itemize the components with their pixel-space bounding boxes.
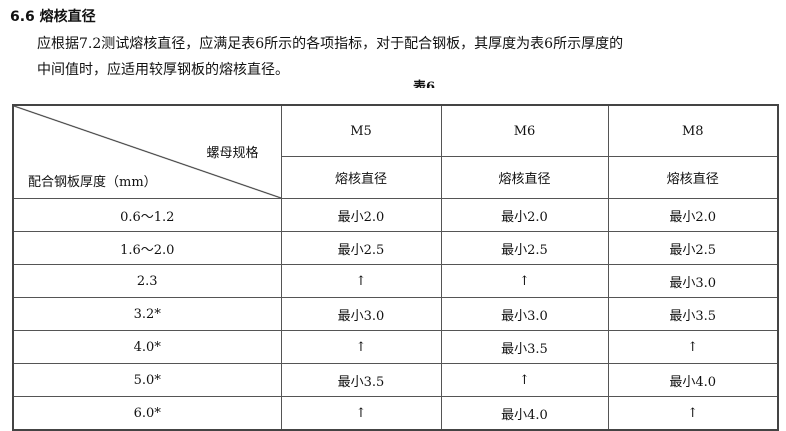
nugget-diameter-table: 螺母规格 配合钢板厚度（mm） M5 M6 M8 熔核直径 熔核直径 熔核直径 …: [12, 104, 779, 431]
sub-header: 熔核直径: [607, 156, 779, 199]
diameter-cell: ↑: [440, 264, 609, 298]
diameter-cell: ↑: [607, 330, 779, 364]
diameter-cell: 最小2.0: [280, 198, 442, 232]
diameter-cell: 最小2.5: [440, 231, 609, 265]
diameter-cell: 最小3.5: [607, 297, 779, 331]
diameter-cell: 最小4.0: [440, 396, 609, 431]
diameter-cell: ↑: [280, 264, 442, 298]
diameter-cell: 最小2.0: [607, 198, 779, 232]
diameter-cell: 最小3.0: [607, 264, 779, 298]
corner-header: 螺母规格 配合钢板厚度（mm）: [12, 104, 282, 199]
diameter-cell: 最小2.5: [280, 231, 442, 265]
table-row: 4.0* ↑ 最小3.5 ↑: [12, 330, 779, 364]
diameter-cell: ↑: [280, 396, 442, 431]
corner-bottom-label: 配合钢板厚度（mm）: [28, 175, 157, 190]
diameter-cell: ↑: [607, 396, 779, 431]
thickness-cell: 6.0*: [12, 396, 282, 431]
column-header: M5: [280, 104, 442, 157]
diameter-cell: 最小3.0: [280, 297, 442, 331]
column-header: M6: [440, 104, 609, 157]
sub-header: 熔核直径: [440, 156, 609, 199]
table-row: 2.3 ↑ ↑ 最小3.0: [12, 264, 779, 298]
table-row: 5.0* 最小3.5 ↑ 最小4.0: [12, 363, 779, 397]
table-row: 3.2* 最小3.0 最小3.0 最小3.5: [12, 297, 779, 331]
corner-top-label: 螺母规格: [206, 146, 259, 161]
diameter-cell: 最小3.5: [280, 363, 442, 397]
diameter-cell: ↑: [440, 363, 609, 397]
column-header: M8: [607, 104, 779, 157]
table-row: 0.6～1.2 最小2.0 最小2.0 最小2.0: [12, 198, 779, 232]
sub-header: 熔核直径: [280, 156, 442, 199]
diameter-cell: ↑: [280, 330, 442, 364]
thickness-cell: 5.0*: [12, 363, 282, 397]
table-row: 6.0* ↑ 最小4.0 ↑: [12, 396, 779, 431]
paragraph-line-1: 应根据7.2测试熔核直径，应满足表6所示的各项指标，对于配合钢板，其厚度为表6所…: [37, 36, 624, 52]
section-title: 6.6 熔核直径: [10, 9, 96, 25]
diameter-cell: 最小3.0: [440, 297, 609, 331]
table-caption: 表6: [413, 80, 436, 88]
table-row: 1.6～2.0 最小2.5 最小2.5 最小2.5: [12, 231, 779, 265]
diameter-cell: 最小2.5: [607, 231, 779, 265]
paragraph-line-2: 中间值时，应适用较厚钢板的熔核直径。: [37, 62, 289, 78]
diameter-cell: 最小4.0: [607, 363, 779, 397]
thickness-cell: 3.2*: [12, 297, 282, 331]
diameter-cell: 最小2.0: [440, 198, 609, 232]
thickness-cell: 1.6～2.0: [12, 231, 282, 265]
diameter-cell: 最小3.5: [440, 330, 609, 364]
thickness-cell: 4.0*: [12, 330, 282, 364]
thickness-cell: 2.3: [12, 264, 282, 298]
thickness-cell: 0.6～1.2: [12, 198, 282, 232]
